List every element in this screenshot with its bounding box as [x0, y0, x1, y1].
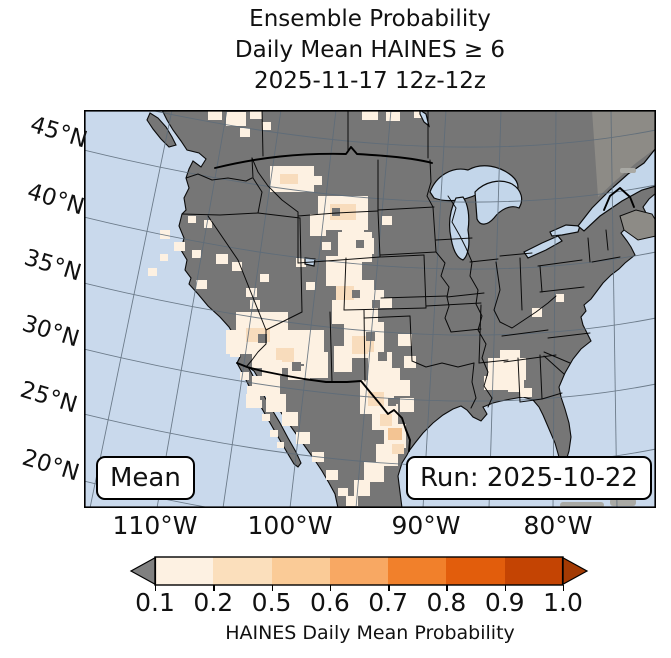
colorbar	[155, 557, 563, 585]
lat-label-45n: 45°N	[27, 111, 91, 154]
colorbar-tick-label-0.5: 0.5	[251, 588, 292, 617]
lat-label-25n: 25°N	[17, 376, 81, 419]
colorbar-tickmark	[271, 585, 273, 591]
colorbar-arrows	[129, 556, 589, 586]
colorbar-tickmark	[213, 585, 215, 591]
colorbar-tick-label-0.9: 0.9	[484, 588, 525, 617]
lat-label-30n: 30°N	[19, 310, 83, 353]
run-date-annotation-box: Run: 2025-10-22	[406, 456, 652, 500]
mean-annotation-box: Mean	[96, 456, 195, 500]
colorbar-tickmark	[388, 585, 390, 591]
state-borders	[181, 110, 621, 409]
probability-overlay	[148, 110, 564, 506]
colorbar-segment-2	[271, 557, 330, 585]
title-line-2: Daily Mean HAINES ≥ 6	[234, 37, 506, 63]
colorbar-tickmark	[329, 585, 332, 591]
colorbar-tick-label-0.2: 0.2	[193, 588, 234, 617]
colorbar-segment-4	[388, 557, 447, 585]
lon-label-100w: 100°W	[247, 511, 333, 540]
lat-label-35n: 35°N	[21, 244, 85, 287]
lon-label-80w: 80°W	[523, 511, 593, 540]
colorbar-tick-label-0.7: 0.7	[368, 588, 409, 617]
lat-label-20n: 20°N	[19, 444, 83, 487]
map-canvas	[84, 110, 656, 508]
colorbar-tickmark	[504, 585, 507, 591]
colorbar-tickmark	[155, 585, 157, 591]
lon-label-110w: 110°W	[112, 511, 198, 540]
figure-title: Ensemble Probability Daily Mean HAINES ≥…	[84, 4, 656, 97]
colorbar-tick-label-1.0: 1.0	[543, 588, 583, 617]
conus-haines-map	[84, 110, 656, 508]
colorbar-caption: HAINES Daily Mean Probability	[225, 622, 515, 644]
colorbar-tick-label-0.8: 0.8	[426, 588, 467, 617]
colorbar-segment-6	[504, 557, 563, 585]
colorbar-segment-0	[155, 557, 214, 585]
nova-scotia	[619, 209, 656, 241]
colorbar-segment-1	[213, 557, 272, 585]
colorbar-tick-label-0.6: 0.6	[309, 588, 350, 617]
colorbar-over-arrow	[561, 556, 589, 586]
colorbar-tick-label-0.1: 0.1	[135, 588, 175, 617]
maine-border	[603, 187, 635, 211]
title-line-1: Ensemble Probability	[249, 6, 491, 32]
lon-label-90w: 90°W	[391, 511, 461, 540]
title-line-3: 2025-11-17 12z-12z	[254, 68, 486, 94]
colorbar-tickmark	[446, 585, 448, 591]
colorbar-tickmark	[563, 585, 565, 591]
colorbar-under-arrow	[129, 556, 157, 586]
lake-erie	[523, 235, 563, 259]
lake-ontario	[549, 224, 581, 237]
quebec-labrador	[592, 110, 656, 197]
lat-label-40n: 40°N	[24, 178, 88, 221]
colorbar-segment-3	[329, 557, 389, 585]
lake-winnipeg	[419, 110, 431, 128]
colorbar-outline	[154, 556, 564, 586]
map-frame	[84, 110, 656, 508]
colorbar-segment-5	[446, 557, 505, 585]
us-mexico-border	[236, 362, 411, 452]
vancouver-island	[146, 112, 177, 148]
